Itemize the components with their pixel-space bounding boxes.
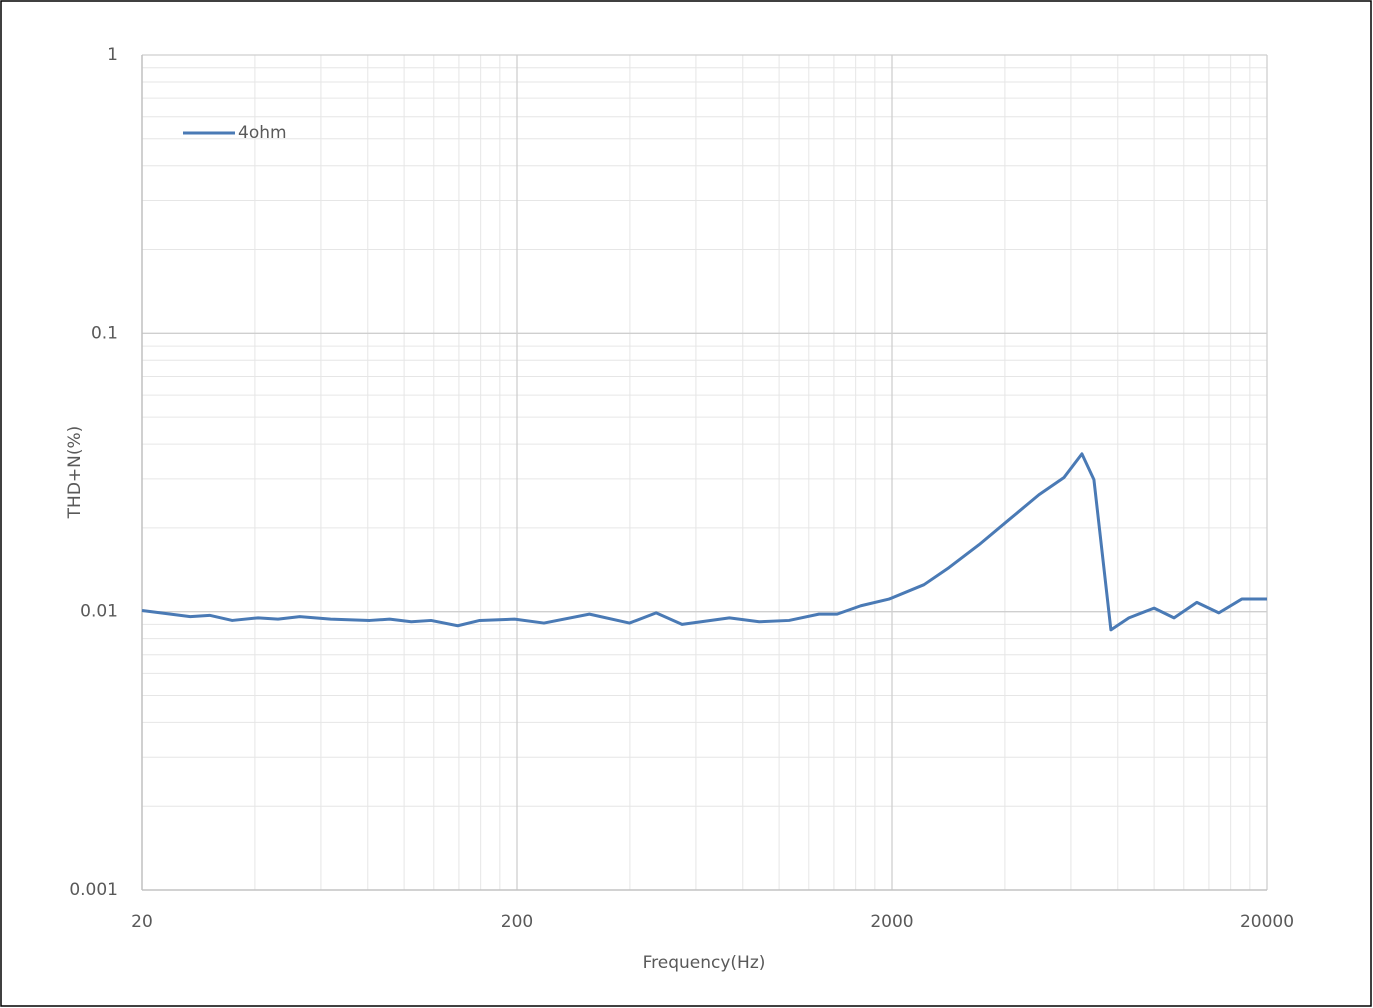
y-tick-label: 0.1	[91, 323, 118, 343]
y-tick-label: 0.01	[80, 602, 118, 622]
y-tick-label: 1	[107, 45, 118, 65]
x-tick-label: 20000	[1240, 912, 1294, 932]
x-axis-title: Frequency(Hz)	[643, 953, 766, 973]
x-tick-label: 2000	[870, 912, 913, 932]
x-tick-label: 20	[131, 912, 153, 932]
x-tick-label: 200	[501, 912, 533, 932]
legend-label: 4ohm	[238, 123, 287, 143]
data-line	[141, 452, 1267, 632]
y-axis-title: THD+N(%)	[65, 426, 85, 520]
y-tick-label: 0.001	[69, 880, 118, 900]
